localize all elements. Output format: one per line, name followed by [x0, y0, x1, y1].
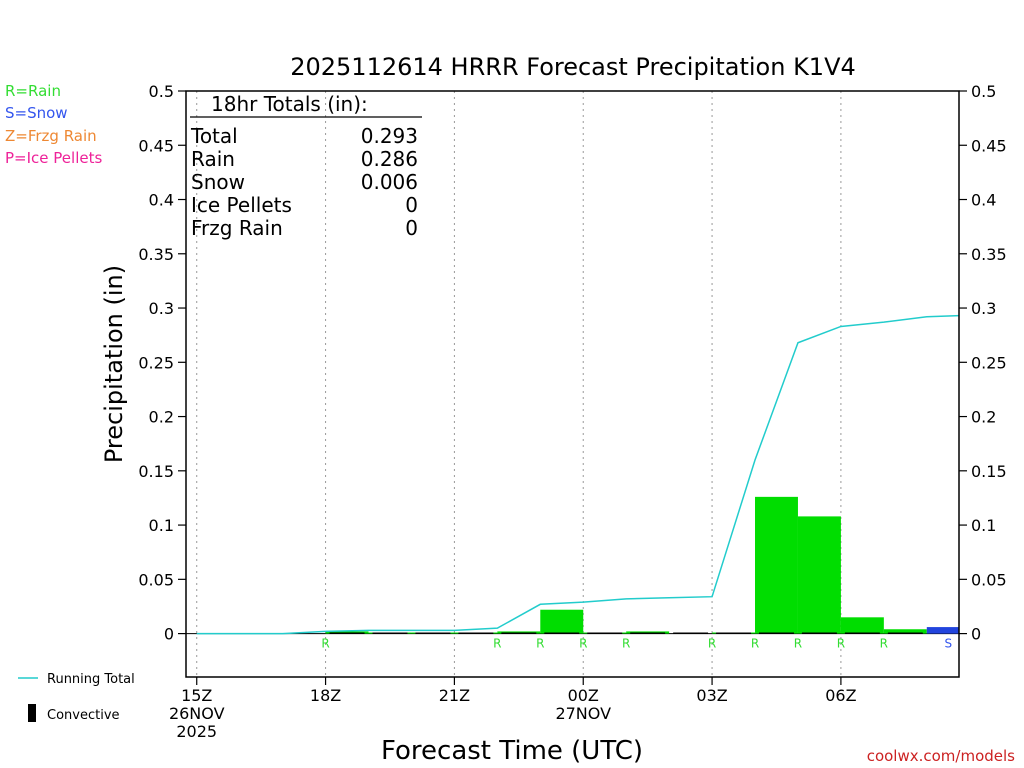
convective-bar — [887, 632, 923, 635]
totals-row-value: 0 — [405, 193, 418, 217]
y-tick-label-left: 0.4 — [149, 191, 174, 210]
precip-type-label: R — [321, 637, 329, 651]
rain-bar — [755, 496, 798, 634]
y-tick-label-right: 0.45 — [971, 136, 1007, 155]
convective-bar — [587, 632, 623, 635]
running-total-line — [196, 314, 960, 635]
legend-rain: R=Rain — [5, 82, 61, 100]
convective-swatch — [28, 704, 36, 722]
y-tick-label-left: 0.3 — [149, 299, 174, 318]
rain-bar — [883, 629, 927, 634]
x-tick-label: 21Z — [439, 686, 470, 705]
x-tick-label: 27NOV — [555, 704, 611, 723]
convective-bar — [801, 632, 837, 635]
totals-row-value: 0.293 — [361, 124, 418, 148]
precip-type-label: R — [493, 637, 501, 651]
bottom-legend: Running Total Convective — [18, 672, 135, 723]
precip-type-label: R — [880, 637, 888, 651]
precip-type-label: R — [579, 637, 587, 651]
convective-bar — [372, 632, 408, 635]
y-tick-label-right: 0.15 — [971, 462, 1007, 481]
precip-type-label: S — [944, 637, 952, 651]
y-tick-label-right: 0.1 — [971, 516, 996, 535]
totals-row-label: Ice Pellets — [191, 193, 292, 217]
x-tick-label: 2025 — [176, 722, 217, 741]
y-tick-label-right: 0.2 — [971, 408, 996, 427]
y-axis-label: Precipitation (in) — [100, 265, 128, 463]
y-tick-label-right: 0.05 — [971, 570, 1007, 589]
y-tick-label-left: 0.5 — [149, 82, 174, 101]
totals-row-value: 0.006 — [361, 170, 418, 194]
legend-ice-pellets: P=Ice Pellets — [5, 149, 102, 167]
y-axis-left: 0 0.05 0.1 0.15 0.2 0.25 0.3 0.35 0.4 0.45 0.5 — [138, 82, 186, 644]
y-tick-label-right: 0.3 — [971, 299, 996, 318]
y-tick-label-left: 0.15 — [138, 462, 174, 481]
y-tick-label-right: 0.25 — [971, 353, 1007, 372]
y-tick-label-right: 0.4 — [971, 191, 996, 210]
convective-bar — [458, 632, 494, 635]
x-tick-label: 03Z — [696, 686, 727, 705]
totals-row-label: Frzg Rain — [191, 216, 283, 240]
convective-bar — [544, 632, 580, 635]
precip-type-legend: R=Rain S=Snow Z=Frzg Rain P=Ice Pellets — [5, 82, 102, 167]
y-axis-right: 0 0.05 0.1 0.15 0.2 0.25 0.3 0.35 0.4 0.45 0.5 — [959, 82, 1007, 644]
totals-box: 18hr Totals (in): Total 0.293 Rain 0.286 Sno… — [190, 92, 422, 240]
credit-text: coolwx.com/models — [867, 747, 1015, 765]
x-tick-label: 15Z — [181, 686, 212, 705]
convective-bar — [329, 632, 365, 635]
convective-legend-label: Convective — [47, 708, 120, 723]
running-total-layer — [196, 314, 960, 635]
convective-bar — [630, 632, 666, 635]
convective-bar — [501, 632, 537, 635]
precip-type-label: R — [536, 637, 544, 651]
legend-snow: S=Snow — [5, 104, 68, 122]
vertical-gridlines — [196, 91, 842, 677]
y-tick-label-left: 0.1 — [149, 516, 174, 535]
convective-bar — [673, 632, 709, 635]
totals-title: 18hr Totals (in): — [211, 92, 368, 116]
x-tick-label: 06Z — [825, 686, 856, 705]
convective-bar — [716, 632, 752, 635]
y-tick-label-left: 0.25 — [138, 353, 174, 372]
rain-bar — [840, 617, 884, 634]
y-tick-label-right: 0 — [971, 625, 981, 644]
totals-row-label: Snow — [191, 170, 245, 194]
y-tick-label-right: 0.35 — [971, 245, 1007, 264]
x-tick-label: 18Z — [310, 686, 341, 705]
y-tick-label-left: 0.35 — [138, 245, 174, 264]
running-total-legend-label: Running Total — [47, 672, 135, 687]
y-tick-label-left: 0.05 — [138, 570, 174, 589]
chart-title: 2025112614 HRRR Forecast Precipitation K… — [290, 53, 856, 81]
y-tick-label-left: 0 — [164, 625, 174, 644]
x-tick-label: 26NOV — [169, 704, 225, 723]
convective-bar — [759, 632, 794, 635]
x-axis-label: Forecast Time (UTC) — [381, 736, 643, 766]
totals-row-value: 0 — [405, 216, 418, 240]
x-tick-label: 00Z — [568, 686, 599, 705]
legend-frzg-rain: Z=Frzg Rain — [5, 127, 97, 145]
precip-type-label: R — [708, 637, 716, 651]
precip-type-label: R — [751, 637, 759, 651]
rain-bar — [540, 609, 584, 634]
y-tick-label-left: 0.45 — [138, 136, 174, 155]
convective-bar — [844, 632, 880, 635]
totals-row-value: 0.286 — [361, 147, 418, 171]
precip-type-label: R — [622, 637, 630, 651]
precip-type-label: R — [837, 637, 845, 651]
y-tick-label-right: 0.5 — [971, 82, 996, 101]
convective-bar — [415, 632, 451, 635]
plot-frame — [185, 90, 960, 678]
y-tick-label-left: 0.2 — [149, 408, 174, 427]
totals-row-label: Rain — [191, 147, 235, 171]
snow-bar — [926, 627, 959, 634]
rain-bar — [797, 516, 841, 634]
precip-type-label: R — [794, 637, 802, 651]
precip-bars — [186, 496, 959, 635]
totals-row-label: Total — [190, 124, 238, 148]
